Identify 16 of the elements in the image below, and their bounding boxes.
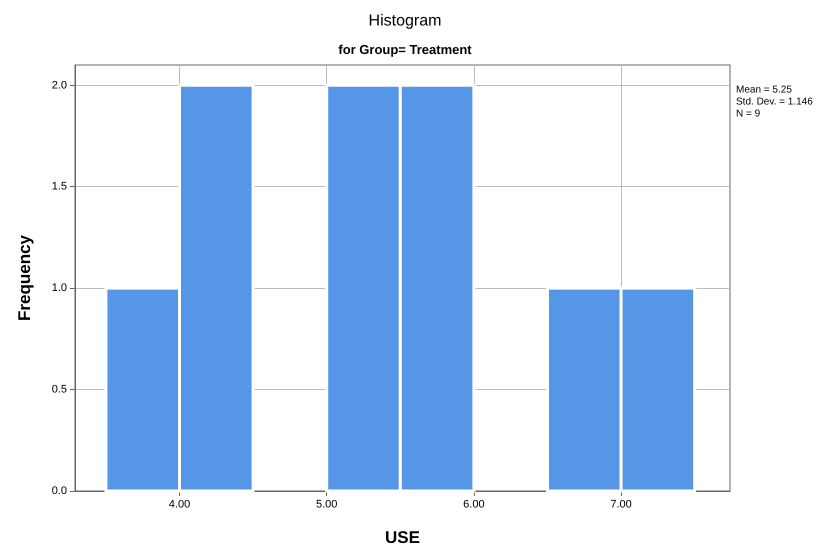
y-tick-label: 1.0 [52,282,67,294]
y-tick-label: 1.5 [52,180,67,193]
text: Mean = 5.25 [736,84,792,96]
x-tick-label: 4.00 [168,498,190,510]
y-tick-label: 2.0 [52,79,67,92]
text: Std. Dev. = 1.146 [736,96,814,108]
x-tick-label: 6.00 [463,498,485,510]
y-tick-label: 0.5 [52,384,67,396]
text: N = 9 [736,108,761,120]
chart-subtitle: for Group= Treatment [338,42,472,57]
x-axis-title: USE [385,528,420,547]
x-tick-label: 5.00 [316,498,338,510]
x-tick-label: 7.00 [610,498,632,510]
y-axis-title: Frequency [15,234,34,321]
chart-title: Histogram [368,12,442,30]
y-tick-label: 0.0 [52,485,67,497]
